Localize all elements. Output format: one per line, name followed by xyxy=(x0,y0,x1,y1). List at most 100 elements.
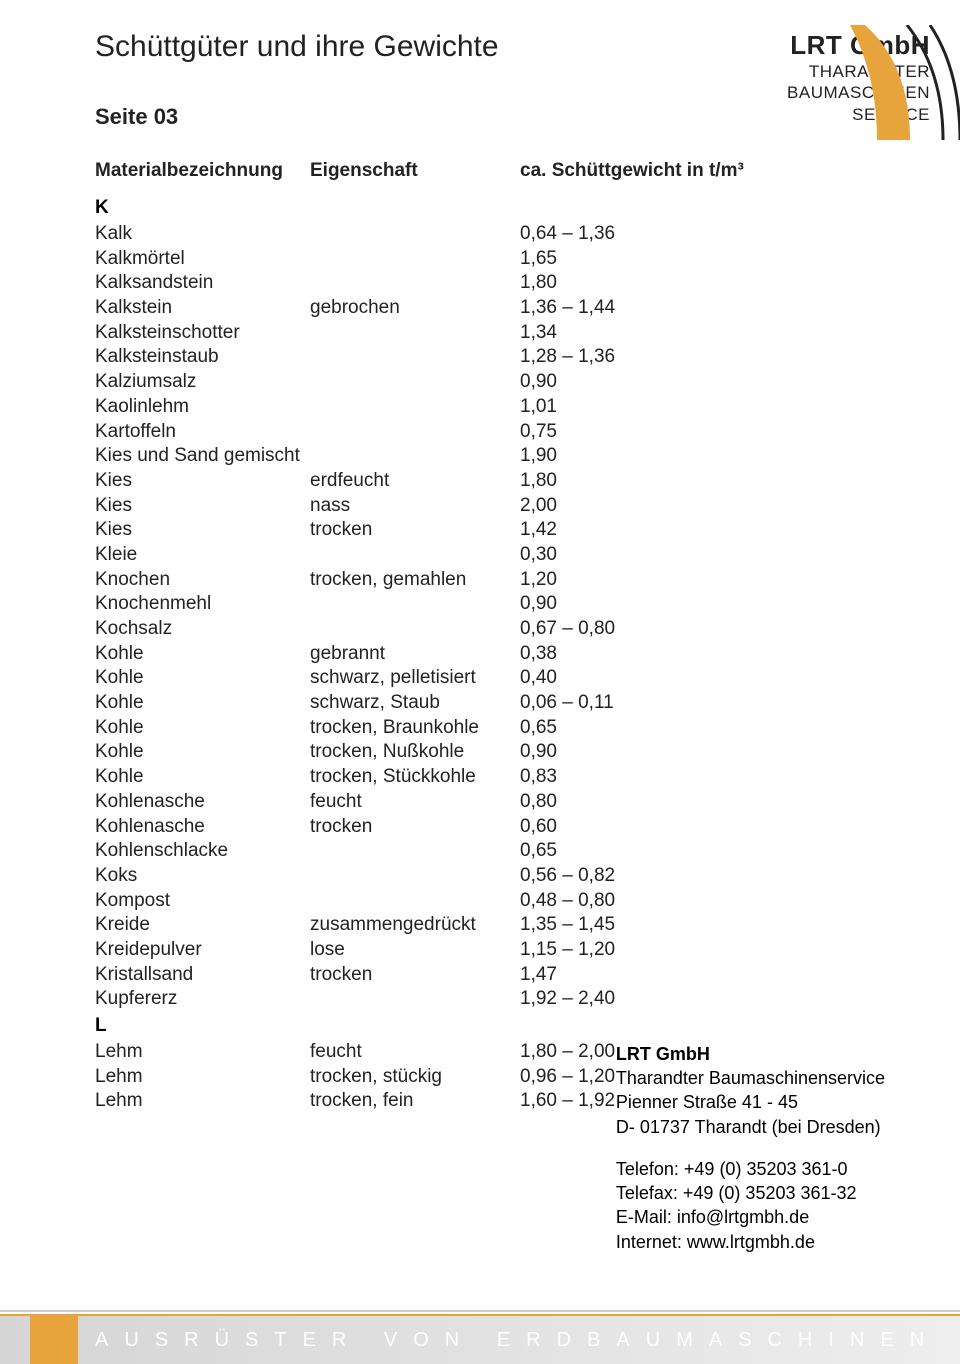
cell-property xyxy=(310,839,520,864)
cell-weight: 0,48 – 0,80 xyxy=(520,889,900,914)
cell-weight: 1,35 – 1,45 xyxy=(520,913,900,938)
cell-weight: 1,80 xyxy=(520,271,900,296)
cell-material: Kreidepulver xyxy=(95,938,310,963)
cell-material: Kochsalz xyxy=(95,617,310,642)
table-row: Kalkmörtel 1,65 xyxy=(95,247,900,272)
cell-material: Knochenmehl xyxy=(95,592,310,617)
cell-property: feucht xyxy=(310,1040,520,1065)
table-row: Kohletrocken, Stückkohle0,83 xyxy=(95,765,900,790)
cell-property: feucht xyxy=(310,790,520,815)
cell-property: trocken, Nußkohle xyxy=(310,740,520,765)
cell-weight: 1,01 xyxy=(520,395,900,420)
cell-material: Koks xyxy=(95,864,310,889)
footer-bar: AUSRÜSTER VON ERDBAUMASCHINEN xyxy=(0,1316,960,1364)
table-row: Kiestrocken1,42 xyxy=(95,518,900,543)
table-row: Kartoffeln 0,75 xyxy=(95,420,900,445)
cell-property: trocken xyxy=(310,963,520,988)
cell-weight: 0,65 xyxy=(520,839,900,864)
cell-material: Kies xyxy=(95,469,310,494)
cell-material: Kristallsand xyxy=(95,963,310,988)
cell-property: schwarz, Staub xyxy=(310,691,520,716)
contact-web: Internet: www.lrtgmbh.de xyxy=(616,1230,885,1254)
cell-weight: 1,28 – 1,36 xyxy=(520,345,900,370)
cell-material: Kohle xyxy=(95,740,310,765)
table-row: Kieserdfeucht1,80 xyxy=(95,469,900,494)
cell-material: Kartoffeln xyxy=(95,420,310,445)
cell-property xyxy=(310,617,520,642)
cell-material: Kalksandstein xyxy=(95,271,310,296)
cell-weight: 0,64 – 1,36 xyxy=(520,222,900,247)
table-row: Knochenmehl 0,90 xyxy=(95,592,900,617)
table-row: Kochsalz 0,67 – 0,80 xyxy=(95,617,900,642)
cell-weight: 1,65 xyxy=(520,247,900,272)
contact-block: LRT GmbH Tharandter Baumaschinenservice … xyxy=(616,1042,885,1254)
table-row: Kalksandstein 1,80 xyxy=(95,271,900,296)
cell-weight: 0,40 xyxy=(520,666,900,691)
page-number: Seite 03 xyxy=(95,104,900,130)
cell-property xyxy=(310,321,520,346)
cell-material: Kohlenschlacke xyxy=(95,839,310,864)
table-row: Kalksteinstaub 1,28 – 1,36 xyxy=(95,345,900,370)
cell-property xyxy=(310,444,520,469)
cell-property: trocken xyxy=(310,518,520,543)
cell-property: erdfeucht xyxy=(310,469,520,494)
cell-material: Kies und Sand gemischt xyxy=(95,444,310,469)
cell-property xyxy=(310,543,520,568)
cell-material: Kreide xyxy=(95,913,310,938)
cell-material: Kohle xyxy=(95,765,310,790)
cell-material: Kalksteinstaub xyxy=(95,345,310,370)
table-row: Kohlegebrannt0,38 xyxy=(95,642,900,667)
header: Schüttgüter und ihre Gewichte Seite 03 L… xyxy=(95,30,900,130)
table-row: Kleie0,30 xyxy=(95,543,900,568)
cell-material: Kohle xyxy=(95,716,310,741)
cell-weight: 1,15 – 1,20 xyxy=(520,938,900,963)
page-title: Schüttgüter und ihre Gewichte xyxy=(95,30,900,64)
contact-phone: Telefon: +49 (0) 35203 361-0 xyxy=(616,1157,885,1181)
footer-divider-top xyxy=(0,1310,960,1312)
cell-property: gebrochen xyxy=(310,296,520,321)
cell-material: Kompost xyxy=(95,889,310,914)
section-letter: L xyxy=(95,1015,900,1037)
cell-property: trocken xyxy=(310,815,520,840)
cell-property: trocken, Stückkohle xyxy=(310,765,520,790)
cell-material: Kalziumsalz xyxy=(95,370,310,395)
cell-material: Kies xyxy=(95,494,310,519)
table-row: Kiesnass2,00 xyxy=(95,494,900,519)
logo-icon xyxy=(835,25,960,145)
cell-material: Kalkmörtel xyxy=(95,247,310,272)
cell-weight: 0,90 xyxy=(520,592,900,617)
cell-property xyxy=(310,889,520,914)
table-row: Kristallsandtrocken1,47 xyxy=(95,963,900,988)
cell-material: Lehm xyxy=(95,1065,310,1090)
cell-weight: 0,60 xyxy=(520,815,900,840)
cell-property: schwarz, pelletisiert xyxy=(310,666,520,691)
footer-divider-accent xyxy=(0,1314,960,1316)
cell-material: Kalksteinschotter xyxy=(95,321,310,346)
table-row: Kupfererz1,92 – 2,40 xyxy=(95,987,900,1012)
cell-weight: 2,00 xyxy=(520,494,900,519)
cell-material: Kalk xyxy=(95,222,310,247)
cell-property: nass xyxy=(310,494,520,519)
cell-weight: 0,90 xyxy=(520,740,900,765)
cell-property xyxy=(310,370,520,395)
cell-property: gebrannt xyxy=(310,642,520,667)
cell-material: Kalkstein xyxy=(95,296,310,321)
cell-material: Lehm xyxy=(95,1089,310,1114)
table-row: Kalksteingebrochen1,36 – 1,44 xyxy=(95,296,900,321)
cell-weight: 1,42 xyxy=(520,518,900,543)
cell-weight: 0,75 xyxy=(520,420,900,445)
table-row: Knochentrocken, gemahlen1,20 xyxy=(95,568,900,593)
table-row: Kalksteinschotter1,34 xyxy=(95,321,900,346)
cell-property xyxy=(310,864,520,889)
cell-weight: 0,67 – 0,80 xyxy=(520,617,900,642)
table-row: Kohleschwarz, Staub0,06 – 0,11 xyxy=(95,691,900,716)
footer-slogan: AUSRÜSTER VON ERDBAUMASCHINEN xyxy=(95,1329,940,1352)
table-row: Kohleschwarz, pelletisiert0,40 xyxy=(95,666,900,691)
header-property: Eigenschaft xyxy=(310,160,520,182)
cell-weight: 0,65 xyxy=(520,716,900,741)
cell-property xyxy=(310,271,520,296)
cell-material: Kohlenasche xyxy=(95,815,310,840)
cell-material: Kohle xyxy=(95,642,310,667)
table-row: Kalk 0,64 – 1,36 xyxy=(95,222,900,247)
table-row: Koks0,56 – 0,82 xyxy=(95,864,900,889)
